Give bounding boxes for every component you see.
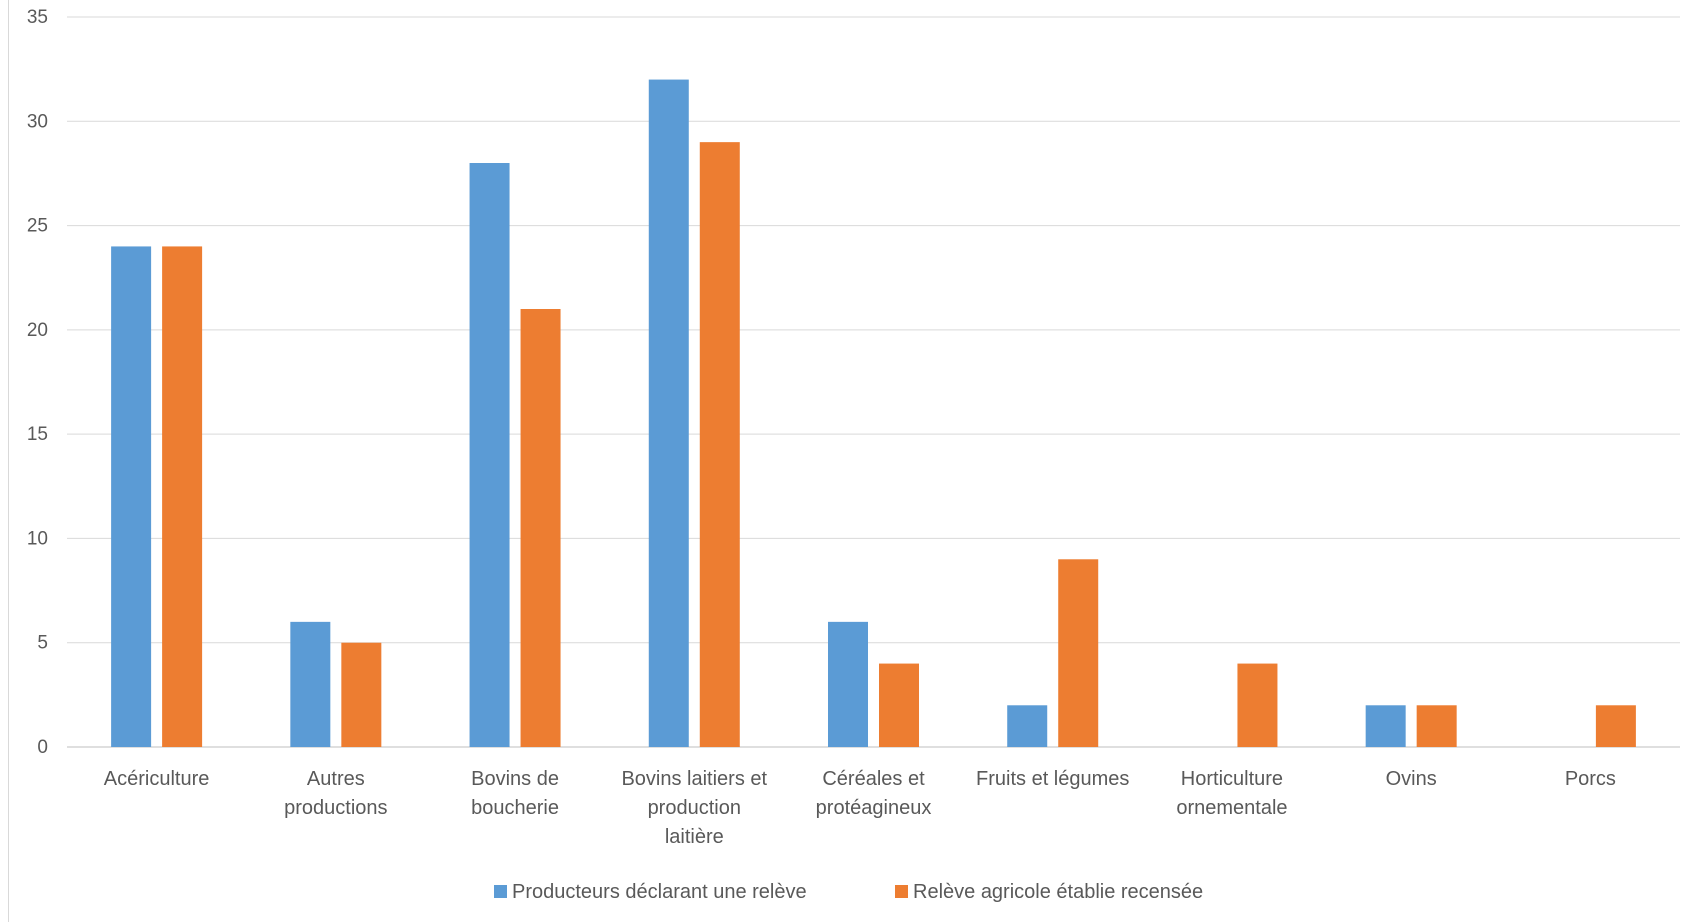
bar-producteurs-5: [1007, 705, 1048, 747]
y-tick-label: 10: [27, 528, 48, 549]
y-tick-label: 20: [27, 320, 48, 341]
y-tick-label: 0: [37, 737, 48, 758]
x-tick-label: Céréales et: [822, 768, 925, 790]
x-tick-label: Porcs: [1565, 768, 1616, 790]
x-tick-label: Horticulture: [1181, 768, 1283, 790]
bar-releve-1: [341, 642, 382, 747]
legend-label: Relève agricole établie recensée: [913, 881, 1203, 903]
y-tick-label: 25: [27, 216, 48, 237]
x-tick-label: protéagineux: [816, 797, 932, 819]
bar-releve-4: [879, 663, 919, 747]
x-tick-label: Bovins laitiers et: [621, 768, 767, 790]
legend: Producteurs déclarant une relève Relève a…: [494, 881, 1203, 903]
y-tick-label: 15: [27, 424, 48, 445]
x-tick-label: Acériculture: [104, 768, 210, 790]
y-tick-label: 35: [27, 7, 48, 28]
x-tick-label: Autres: [307, 768, 365, 790]
legend-swatch: [895, 885, 908, 898]
bar-producteurs-1: [290, 621, 331, 747]
bar-releve-3: [699, 142, 740, 748]
x-tick-label: Bovins de: [471, 768, 559, 790]
gridlines: [67, 16, 1680, 748]
x-tick-label: boucherie: [471, 797, 559, 819]
bar-producteurs-4: [828, 621, 868, 747]
y-axis: 0 5 10 15 20 25 30 35: [27, 7, 48, 758]
bar-releve-6: [1237, 663, 1278, 747]
bar-producteurs-0: [111, 246, 152, 747]
x-tick-label: production: [648, 797, 741, 819]
bars: [111, 79, 1636, 748]
x-tick-label: ornementale: [1176, 797, 1287, 819]
bar-releve-7: [1416, 705, 1457, 747]
y-tick-label: 5: [37, 633, 48, 654]
chart-frame: [8, 0, 1692, 922]
x-tick-label: Ovins: [1386, 768, 1437, 790]
x-tick-label: Fruits et légumes: [976, 768, 1129, 790]
bar-producteurs-3: [648, 79, 689, 748]
bar-releve-5: [1058, 559, 1099, 747]
bar-producteurs-2: [469, 163, 510, 747]
y-tick-label: 30: [27, 111, 48, 132]
x-tick-label: productions: [284, 797, 387, 819]
bar-releve-2: [520, 309, 561, 747]
bar-producteurs-7: [1365, 705, 1406, 747]
x-axis: Acériculture Autres productions Bovins de bo…: [104, 768, 1616, 848]
legend-label: Producteurs déclarant une relève: [512, 881, 807, 903]
legend-swatch: [494, 885, 507, 898]
bar-releve-8: [1595, 705, 1636, 747]
x-tick-label: laitière: [665, 826, 724, 848]
bar-releve-0: [162, 246, 203, 747]
